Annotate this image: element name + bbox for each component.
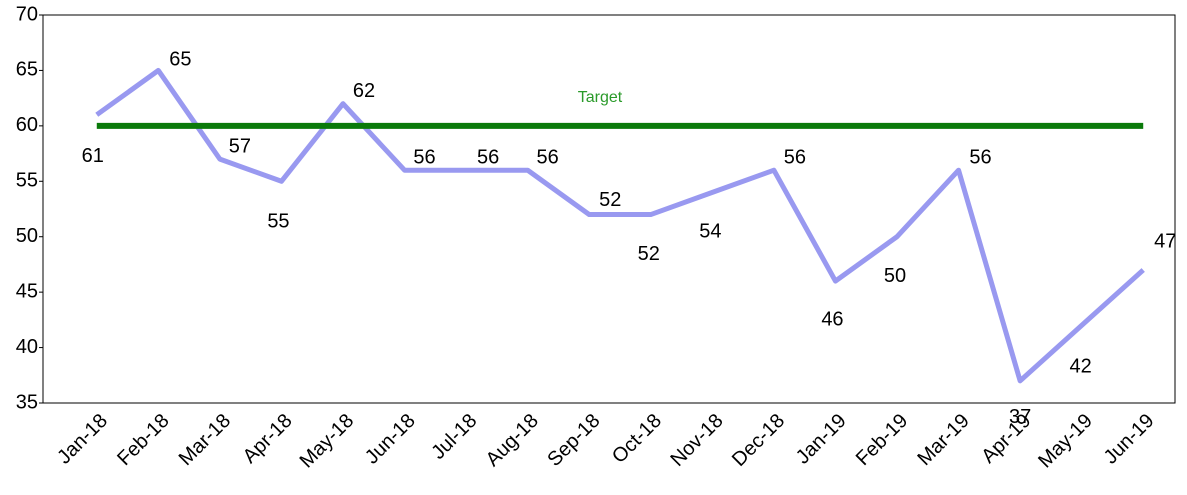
data-label: 56 [537,146,559,168]
x-tick-label: Jul-18 [427,410,481,464]
data-label: 61 [82,145,104,167]
data-label: 56 [969,146,991,168]
x-tick-label: Feb-19 [852,410,912,470]
x-tick-label: Nov-18 [666,410,727,471]
x-tick-label: Aug-18 [482,410,543,471]
y-tick-label: 65 [16,59,38,81]
data-label: 37 [1009,406,1031,428]
data-label: 50 [884,265,906,287]
x-tick-label: Jan-19 [792,410,851,469]
x-tick-label: Apr-18 [239,410,297,468]
x-tick-label: May-19 [1034,410,1097,473]
data-label: 47 [1154,230,1176,252]
x-tick-label: Feb-18 [113,410,173,470]
data-label: 52 [599,189,621,211]
data-label: 55 [267,211,289,233]
x-tick-label: Jan-18 [53,410,112,469]
data-label: 42 [1070,356,1092,378]
data-line [95,67,1145,384]
x-tick-label: Mar-19 [913,410,973,470]
data-label: 52 [638,243,660,265]
data-label: 62 [353,80,375,102]
data-label: 56 [477,146,499,168]
data-label: 56 [413,146,435,168]
legend-label: Target [578,89,623,106]
y-tick-label: 50 [16,225,38,247]
x-tick-label: Oct-18 [608,410,666,468]
x-tick-label: Dec-18 [728,410,789,471]
data-label: 57 [229,135,251,157]
data-label: 56 [784,146,806,168]
x-tick-label: Mar-18 [175,410,235,470]
data-label: 46 [821,308,843,330]
y-tick-label: 35 [16,391,38,413]
y-tick-label: 55 [16,170,38,192]
y-tick-label: 70 [16,3,38,25]
data-label: 65 [169,49,191,71]
x-tick-label: Jun-18 [361,410,420,469]
y-tick-label: 60 [16,114,38,136]
y-tick-label: 40 [16,336,38,358]
y-tick-label: 45 [16,280,38,302]
data-label: 54 [699,221,721,243]
x-tick-label: May-18 [296,410,359,473]
plot-frame [42,14,1176,404]
x-tick-label: Jun-19 [1100,410,1159,469]
x-tick-label: Sep-18 [543,410,604,471]
